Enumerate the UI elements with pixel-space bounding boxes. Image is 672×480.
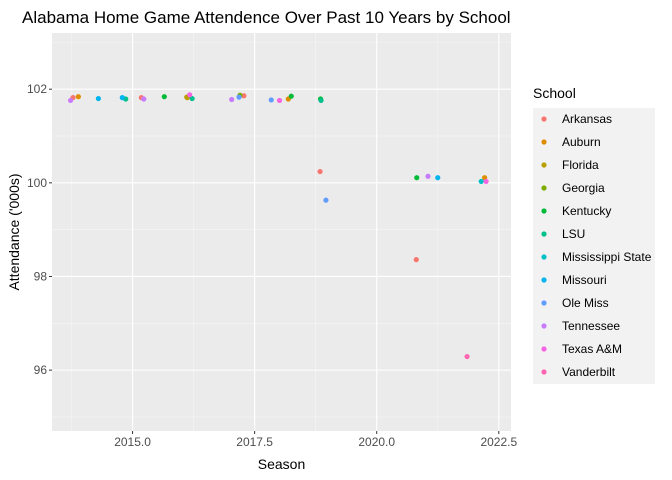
point-kentucky (288, 93, 294, 99)
y-tick-label: 100 (27, 176, 47, 190)
legend-key-arkansas (541, 116, 547, 122)
legend-key-georgia (541, 185, 547, 191)
point-kentucky (414, 175, 420, 181)
legend-key-tennessee (541, 323, 547, 329)
legend-label-missouri: Missouri (562, 273, 607, 287)
y-axis-title: Attendance ('000s) (6, 173, 22, 290)
plot-background (52, 33, 511, 431)
legend-background (533, 108, 655, 384)
point-auburn (75, 94, 81, 100)
point-texas-a-m (483, 178, 489, 185)
x-tick-label: 2020.0 (358, 435, 395, 449)
legend-label-tennessee: Tennessee (562, 319, 620, 333)
point-tennessee (229, 96, 235, 103)
grid-lines (52, 33, 511, 431)
point-tennessee (425, 173, 431, 179)
point-ole-miss (323, 197, 329, 203)
legend-key-missouri (541, 277, 547, 283)
y-tick-label: 102 (27, 82, 47, 96)
legend-key-lsu (541, 231, 547, 237)
legend-key-florida (541, 162, 547, 168)
point-arkansas (317, 168, 323, 175)
legend-label-vanderbilt: Vanderbilt (562, 365, 616, 379)
point-tennessee (67, 97, 74, 104)
point-missouri (119, 95, 125, 101)
legend-label-mississippi-state: Mississippi State (562, 250, 652, 264)
point-missouri (95, 95, 101, 102)
point-kentucky (161, 94, 167, 100)
x-tick-label: 2017.5 (236, 435, 273, 449)
legend-label-lsu: LSU (562, 227, 585, 241)
x-axis-title: Season (258, 456, 305, 472)
legend-label-kentucky: Kentucky (562, 204, 611, 218)
legend-label-arkansas: Arkansas (562, 112, 612, 126)
point-ole-miss (268, 97, 274, 103)
point-tennessee (141, 96, 147, 102)
point-missouri (435, 175, 441, 181)
y-tick-label: 98 (34, 269, 48, 283)
chart-title: Alabama Home Game Attendence Over Past 1… (22, 8, 511, 27)
point-arkansas (413, 257, 419, 263)
legend-key-vanderbilt (541, 369, 547, 375)
x-axis-ticks: 2015.0 2017.5 2020.0 2022.5 (114, 431, 517, 449)
legend: School Arkansas Auburn Florida Georgia Kentu… (533, 85, 655, 384)
legend-label-ole-miss: Ole Miss (562, 296, 609, 310)
legend-label-florida: Florida (562, 158, 599, 172)
point-ole-miss (236, 94, 242, 100)
legend-key-mississippi-state (541, 254, 547, 260)
point-texas-a-m (276, 97, 283, 104)
legend-title: School (533, 85, 576, 101)
point-texas-a-m (187, 92, 193, 98)
legend-key-kentucky (541, 208, 547, 214)
data-points (67, 92, 489, 360)
x-tick-label: 2022.5 (480, 435, 517, 449)
point-lsu (189, 95, 195, 102)
legend-keys: Arkansas Auburn Florida Georgia Kentucky LSU M… (541, 112, 652, 379)
legend-label-texas-a-m: Texas A&M (562, 342, 622, 356)
point-mississippi-state (478, 178, 484, 185)
legend-key-auburn (541, 139, 547, 145)
point-lsu (318, 97, 324, 104)
x-tick-label: 2015.0 (114, 435, 151, 449)
legend-key-texas-a-m (541, 346, 547, 352)
legend-key-ole-miss (541, 300, 547, 306)
y-tick-label: 96 (34, 363, 48, 377)
y-axis-ticks: 96 98 100 102 (27, 82, 52, 377)
legend-label-georgia: Georgia (562, 181, 605, 195)
legend-label-auburn: Auburn (562, 135, 601, 149)
point-vanderbilt (464, 353, 470, 360)
point-arkansas (241, 93, 247, 99)
